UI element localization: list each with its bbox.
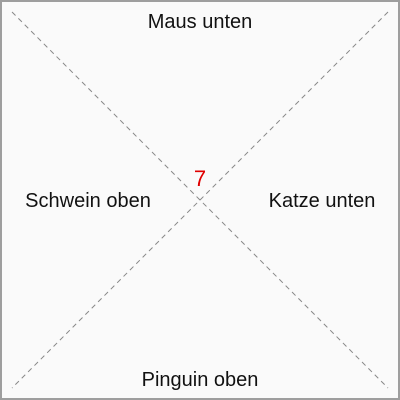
right-label[interactable]: Katze unten [268,190,376,212]
top-label[interactable]: Maus unten [147,11,253,33]
diagonal-top-right-to-bottom-left [11,11,389,389]
left-label[interactable]: Schwein oben [25,190,151,212]
center-number: 7 [193,166,207,191]
bottom-label[interactable]: Pinguin oben [141,369,259,391]
